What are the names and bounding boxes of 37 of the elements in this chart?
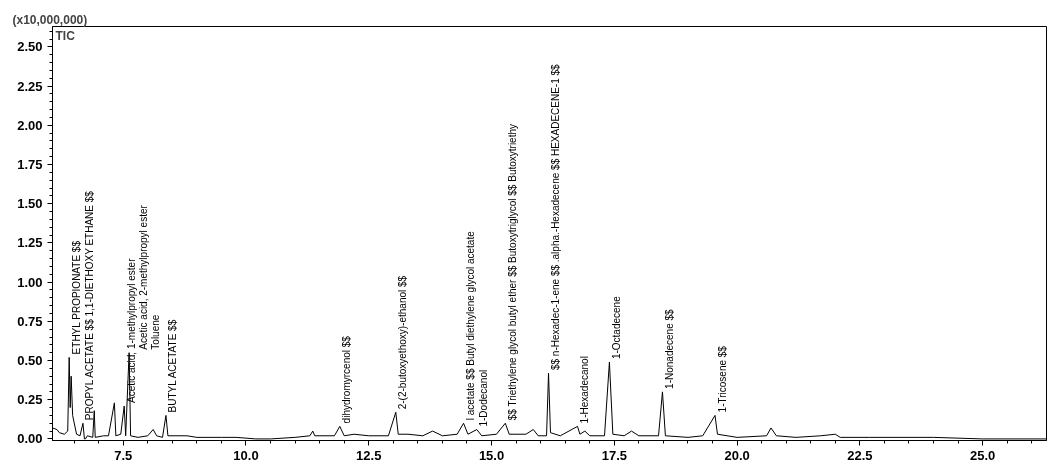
x-tick-label: 20.0 <box>724 447 750 463</box>
annotation: $$ Triethylene glycol butyl ether $$ Butoxytriglycol $$ Butoxytriethy <box>506 123 518 421</box>
y-tick-label: 1.75 <box>17 157 43 172</box>
annotation: ETHYL PROPIONATE $$ <box>70 240 82 355</box>
y-axis-title: (x10,000,000) <box>12 12 88 27</box>
y-tick-label: 1.50 <box>17 196 43 212</box>
annotation: 1-Nonadecene $$ <box>663 308 675 389</box>
x-tick-label: 7.5 <box>114 447 133 463</box>
y-tick-label: 1.00 <box>17 274 43 290</box>
annotation: 1-Dodecanol <box>478 369 490 427</box>
annotation: Acetic acid, 1-methylpropyl ester <box>125 257 137 403</box>
y-tick-label: 1.25 <box>17 235 43 251</box>
annotation: Acetic acid, 2-methylpropyl ester <box>137 204 149 350</box>
x-tick-label: 17.5 <box>601 447 627 463</box>
annotation: 1-Octadecene <box>610 295 622 360</box>
x-tick-label: 15.0 <box>478 447 505 463</box>
x-tick-label: 10.0 <box>233 447 259 463</box>
y-tick-label: 0.25 <box>17 392 43 408</box>
annotation: PROPYL ACETATE $$ 1,1-DIETHOXY ETHANE $$ <box>84 190 96 421</box>
y-tick-label: 2.25 <box>17 78 43 94</box>
x-tick-label: 25.0 <box>970 447 996 463</box>
annotation: $$ n-Hexadec-1-ene $$ .alpha.-Hexadecene $$ HEXADECENE-1 $$ <box>550 63 562 371</box>
x-tick-label: 22.5 <box>847 447 873 463</box>
annotation: 1-Hexadecanol <box>578 356 590 424</box>
y-tick-label: 2.00 <box>17 117 43 133</box>
annotation: TIC <box>55 28 76 43</box>
annotation: 2-(2-butoxyethoxy)-ethanol $$ <box>397 275 409 410</box>
annotation: Toluene <box>149 314 161 350</box>
annotation: BUTYL ACETATE $$ <box>167 319 179 413</box>
y-tick-label: 0.50 <box>17 353 43 369</box>
y-tick-label: 0.00 <box>17 431 43 447</box>
annotation: l acetate $$ Butyl diethylene glycol acetate <box>465 230 477 421</box>
y-tick-label: 2.50 <box>17 39 43 55</box>
annotation: dihydromyrcenol $$ <box>341 335 353 424</box>
annotation: 1-Tricosene $$ <box>716 345 728 413</box>
x-tick-label: 12.5 <box>356 447 382 463</box>
y-tick-label: 0.75 <box>17 313 43 329</box>
